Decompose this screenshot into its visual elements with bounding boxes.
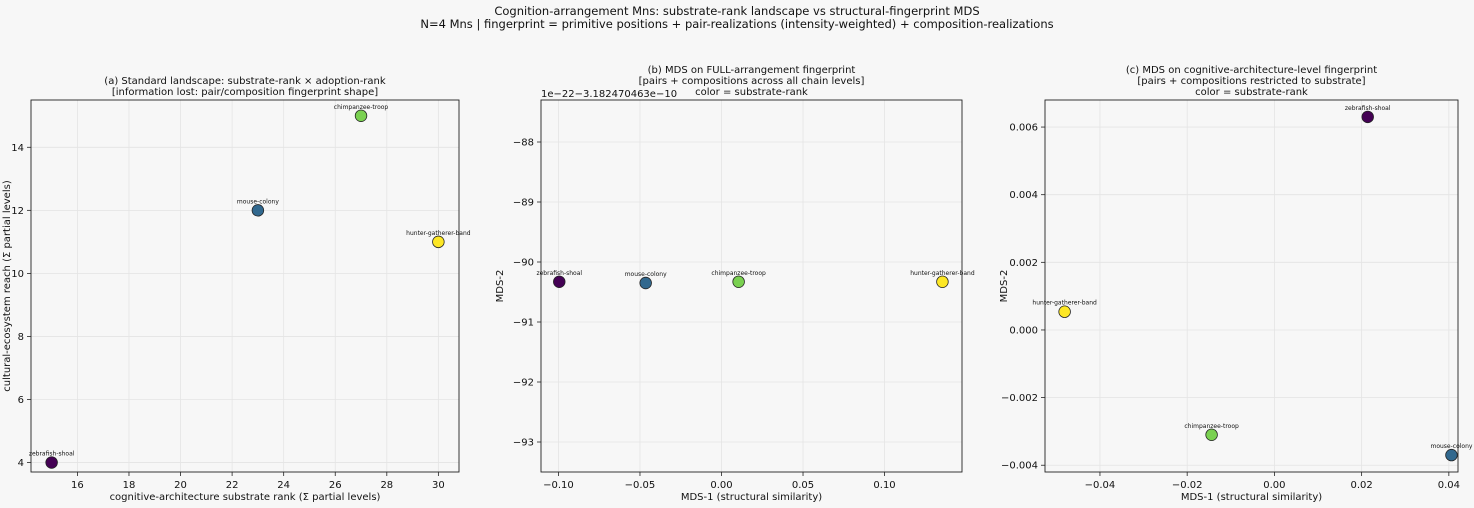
point-label-mouse-colony: mouse-colony <box>237 198 279 205</box>
figure-suptitle-line-2: N=4 Mns | fingerprint = primitive positi… <box>420 17 1053 31</box>
point-hunter-gatherer-band <box>1058 305 1071 318</box>
y-tick-label: −90 <box>513 258 534 269</box>
point-chimpanzee-troop <box>1205 428 1218 442</box>
y-tick-label: 0.004 <box>1009 190 1038 201</box>
point-label-mouse-colony: mouse-colony <box>625 271 667 278</box>
x-tick-label: −0.05 <box>625 480 656 491</box>
plot-frame <box>1044 99 1459 473</box>
point-label-zebrafish-shoal: zebrafish-shoal <box>1345 105 1391 112</box>
panel-3: −0.04 −0.02 0.00 0.02 0.04 0.006 0.004 0.002 0.0… <box>999 65 1473 503</box>
x-tick-label: 30 <box>432 480 445 491</box>
y-tick-label: −0.002 <box>1001 393 1038 404</box>
panel-title-line-1: (b) MDS on FULL-arrangement fingerprint <box>648 65 856 76</box>
panel-2: −0.10 −0.05 0.00 0.05 0.10 −88 −89 −90 −91 −92 −93… <box>495 65 975 503</box>
y-tick-label: 14 <box>11 143 24 154</box>
point-label-chimpanzee-troop: chimpanzee-troop <box>334 104 389 111</box>
y-axis-offset-text: 1e−22−3.182470463e−10 <box>541 89 677 100</box>
x-axis-label: MDS-1 (structural similarity) <box>681 492 822 503</box>
y-axis-label: MDS-2 <box>999 270 1010 303</box>
point-chimpanzee-troop <box>354 109 368 122</box>
point-zebrafish-shoal <box>45 456 58 469</box>
x-axis-label: cognitive-architecture substrate rank (Σ… <box>110 492 381 503</box>
point-label-chimpanzee-troop: chimpanzee-troop <box>1184 423 1239 430</box>
panel-title-line-1: (c) MDS on cognitive-architecture-level … <box>1126 65 1377 76</box>
point-label-hunter-gatherer-band: hunter-gatherer-band <box>1032 300 1097 307</box>
y-tick-label: 6 <box>18 395 24 406</box>
plot-area <box>1045 100 1458 472</box>
x-tick-label: −0.02 <box>1172 480 1203 491</box>
point-label-hunter-gatherer-band: hunter-gatherer-band <box>910 270 975 277</box>
y-tick-label: 0.002 <box>1009 258 1038 269</box>
x-tick-label: 16 <box>71 480 84 491</box>
y-axis-label: MDS-2 <box>495 270 506 303</box>
y-tick-label: −89 <box>513 198 534 209</box>
point-hunter-gatherer-band <box>432 235 445 249</box>
point-mouse-colony <box>639 276 652 290</box>
point-label-zebrafish-shoal: zebrafish-shoal <box>536 270 582 277</box>
panel-title-line-3: color = substrate-rank <box>1195 87 1308 98</box>
x-tick-label: −0.04 <box>1085 480 1116 491</box>
x-tick-label: 24 <box>277 480 290 491</box>
point-label-hunter-gatherer-band: hunter-gatherer-band <box>406 230 471 237</box>
x-tick-label: 0.00 <box>1263 480 1285 491</box>
point-label-zebrafish-shoal: zebrafish-shoal <box>29 451 75 458</box>
panel-title-line-3: color = substrate-rank <box>695 87 808 98</box>
panel-title-line-2: [pairs + compositions restricted to subs… <box>1137 76 1365 87</box>
y-tick-label: 0.000 <box>1009 325 1038 336</box>
y-tick-label: −93 <box>513 438 534 449</box>
point-mouse-colony <box>251 204 265 217</box>
plot-area <box>541 100 962 472</box>
panel-title-line-2: [pairs + compositions across all chain l… <box>639 76 865 87</box>
y-tick-label: 0.006 <box>1009 123 1038 134</box>
panels: 16 18 20 22 24 26 28 30 4 6 8 10 12 14 zebrafish-shoal… <box>2 65 1473 503</box>
panel-title-line-2: [information lost: pair/composition fing… <box>112 87 378 98</box>
point-label-mouse-colony: mouse-colony <box>1430 443 1472 450</box>
point-hunter-gatherer-band <box>936 275 949 289</box>
x-tick-label: 18 <box>123 480 136 491</box>
point-mouse-colony <box>1445 448 1458 462</box>
point-label-chimpanzee-troop: chimpanzee-troop <box>711 270 766 277</box>
y-tick-label: −0.004 <box>1001 461 1038 472</box>
y-tick-label: −88 <box>513 138 534 149</box>
x-axis-label: MDS-1 (structural similarity) <box>1181 492 1322 503</box>
y-tick-label: 12 <box>11 206 24 217</box>
x-tick-label: 0.04 <box>1438 480 1460 491</box>
point-zebrafish-shoal <box>553 275 566 289</box>
panel-title-line-1: (a) Standard landscape: substrate-rank ×… <box>104 76 386 87</box>
point-chimpanzee-troop <box>732 275 745 289</box>
x-tick-label: 20 <box>174 480 187 491</box>
figure-suptitle-line-1: Cognition-arrangement Mns: substrate-ran… <box>494 4 979 18</box>
panel-1: 16 18 20 22 24 26 28 30 4 6 8 10 12 14 zebrafish-shoal… <box>2 76 471 503</box>
x-tick-label: 26 <box>329 480 342 491</box>
y-tick-label: 4 <box>18 458 24 469</box>
y-axis-label: cultural-ecosystem reach (Σ partial leve… <box>2 180 13 392</box>
x-tick-label: 0.00 <box>710 480 732 491</box>
plot-frame <box>540 99 963 473</box>
point-zebrafish-shoal <box>1361 110 1374 124</box>
y-tick-label: 10 <box>11 269 24 280</box>
y-tick-label: 8 <box>18 332 24 343</box>
x-tick-label: −0.10 <box>543 480 574 491</box>
x-tick-label: 0.02 <box>1350 480 1372 491</box>
x-tick-label: 22 <box>226 480 239 491</box>
y-tick-label: −91 <box>513 318 534 329</box>
plot-frame <box>30 99 460 473</box>
x-tick-label: 28 <box>380 480 393 491</box>
y-tick-label: −92 <box>513 378 534 389</box>
plot-area <box>31 100 459 472</box>
x-tick-label: 0.05 <box>792 480 814 491</box>
x-tick-label: 0.10 <box>873 480 895 491</box>
